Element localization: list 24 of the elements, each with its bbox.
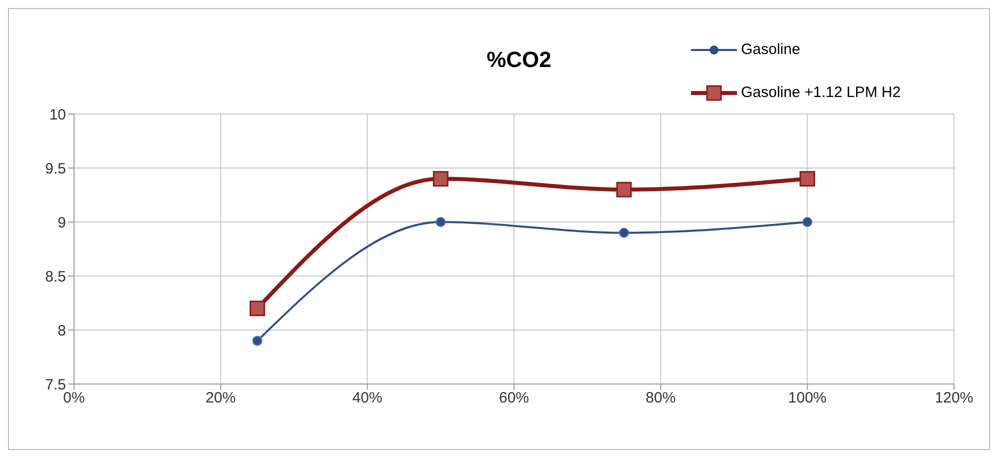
- point: [800, 171, 816, 187]
- x-tick-label: 40%: [352, 390, 382, 407]
- point: [802, 217, 812, 227]
- x-tick-label: 100%: [788, 390, 827, 407]
- x-tick-label: 0%: [63, 390, 85, 407]
- x-tick-label: 60%: [498, 390, 530, 407]
- point: [252, 336, 262, 346]
- x-tick-label: 120%: [934, 390, 974, 407]
- point: [250, 300, 266, 316]
- legend-label: Gasoline: [741, 41, 800, 58]
- x-tick-label: 20%: [206, 390, 236, 407]
- point: [432, 171, 448, 187]
- y-tick-label: 8.5: [45, 268, 66, 286]
- y-tick-label: 10: [49, 106, 66, 124]
- x-tick-label: 80%: [646, 390, 676, 407]
- chart-title: %CO2: [486, 47, 552, 73]
- legend-label: Gasoline +1.12 LPM H2: [741, 84, 901, 101]
- y-tick-label: 7.5: [45, 376, 66, 394]
- point: [619, 228, 629, 238]
- y-tick-label: 9: [58, 214, 66, 232]
- point: [616, 182, 632, 198]
- y-tick-label: 9.5: [45, 160, 66, 178]
- y-tick-label: 8: [58, 322, 66, 340]
- point: [436, 217, 446, 227]
